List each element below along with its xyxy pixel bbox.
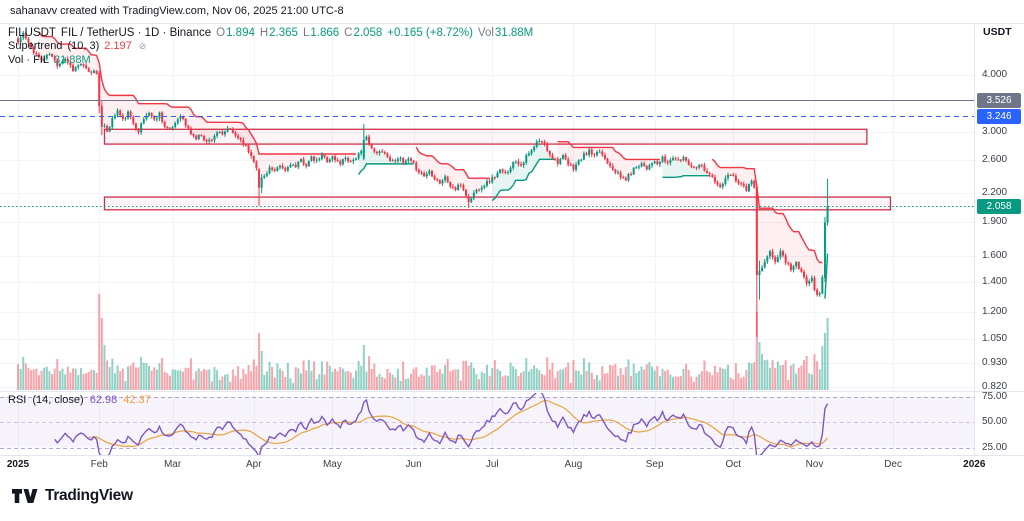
rsi-tick-label: 75.00 [982, 391, 1008, 402]
time-axis-label: May [322, 459, 342, 470]
supertrend-params: (10, 3) [67, 40, 100, 53]
price-line-badge: 3.526 [977, 92, 1021, 108]
high-label: H [259, 26, 269, 39]
time-axis-label: Apr [246, 459, 262, 470]
price-line-badge: 3.246 [977, 108, 1021, 124]
symbol-meta: FIL / TetherUS · 1D · Binance [60, 26, 212, 39]
price-tick-label: 2.200 [982, 187, 1008, 198]
rsi-ma-value: 42.37 [123, 394, 151, 406]
supertrend-value: 2.197 [104, 40, 132, 53]
time-axis-label: Jun [405, 459, 422, 470]
rsi-legend-row[interactable]: RSI (14, close) 62.98 42.37 [8, 394, 151, 406]
volume-indicator-row[interactable]: Vol · FIL 31.88M [8, 53, 533, 67]
symbol-name: FILUSDT [8, 26, 56, 39]
footer-logo-area[interactable]: TradingView [12, 487, 133, 505]
price-tick-label: 1.900 [982, 215, 1008, 227]
price-tick-label: 1.600 [982, 249, 1008, 261]
time-axis-label: 2026 [963, 459, 986, 470]
volume-indicator-value: 31.88M [53, 53, 91, 66]
axis-currency-label: USDT [983, 26, 1012, 38]
rsi-name: RSI [8, 394, 27, 406]
time-axis[interactable]: 2025 Feb Mar Apr May Jun Jul Aug Sep Oct Nov Dec 202… [0, 456, 1024, 475]
time-axis-label: Mar [163, 459, 182, 470]
price-line-badge: 2.058 [977, 198, 1021, 214]
price-tick-label: 0.930 [982, 356, 1008, 368]
time-axis-label: Oct [725, 459, 742, 470]
supertrend-name: Supertrend [8, 40, 63, 53]
price-tick-label: 3.000 [982, 125, 1008, 137]
time-axis-label: Sep [645, 459, 664, 470]
price-axis[interactable]: USDT 4.000 3.000 2.600 2.200 1.900 1.600 1.400… [975, 24, 1024, 456]
volume-label: Vol [477, 26, 494, 39]
time-axis-label: Feb [90, 459, 108, 470]
close-label: C [344, 26, 353, 39]
volume-value: 31.88M [494, 26, 534, 39]
open-label: O [216, 26, 226, 39]
tradingview-logo-icon [12, 489, 38, 503]
price-tick-label: 1.400 [982, 276, 1008, 288]
rsi-tick-label: 25.00 [982, 441, 1008, 453]
export-caption: sahanavv created with TradingView.com, N… [10, 5, 344, 17]
time-axis-label: Nov [805, 459, 824, 470]
supertrend-legend-row[interactable]: Supertrend (10, 3) 2.197 ⊘ [8, 40, 533, 54]
time-axis-label: Dec [884, 459, 902, 470]
volume-indicator-name: Vol · FIL [8, 53, 49, 66]
time-axis-label: Jul [485, 459, 499, 470]
price-tick-label: 2.600 [982, 154, 1008, 166]
low-label: L [302, 26, 310, 39]
high-value: 2.365 [269, 26, 298, 39]
change-value: +0.165 (+8.72%) [387, 26, 473, 39]
rsi-value: 62.98 [89, 394, 118, 406]
price-tick-label: 1.050 [982, 332, 1008, 344]
price-tick-label: 4.000 [982, 69, 1008, 81]
price-tick-label: 0.820 [982, 381, 1008, 393]
close-value: 2.058 [353, 26, 383, 39]
indicator-hidden-icon[interactable]: ⊘ [138, 40, 147, 51]
price-tick-label: 1.200 [982, 306, 1008, 318]
tradingview-wordmark: TradingView [45, 487, 133, 504]
low-value: 1.866 [310, 26, 340, 39]
rsi-params: (14, close) [32, 394, 84, 406]
time-axis-label: 2025 [6, 459, 30, 470]
rsi-tick-label: 50.00 [982, 416, 1008, 428]
open-value: 1.894 [226, 26, 255, 39]
time-axis-label: Aug [564, 459, 583, 470]
